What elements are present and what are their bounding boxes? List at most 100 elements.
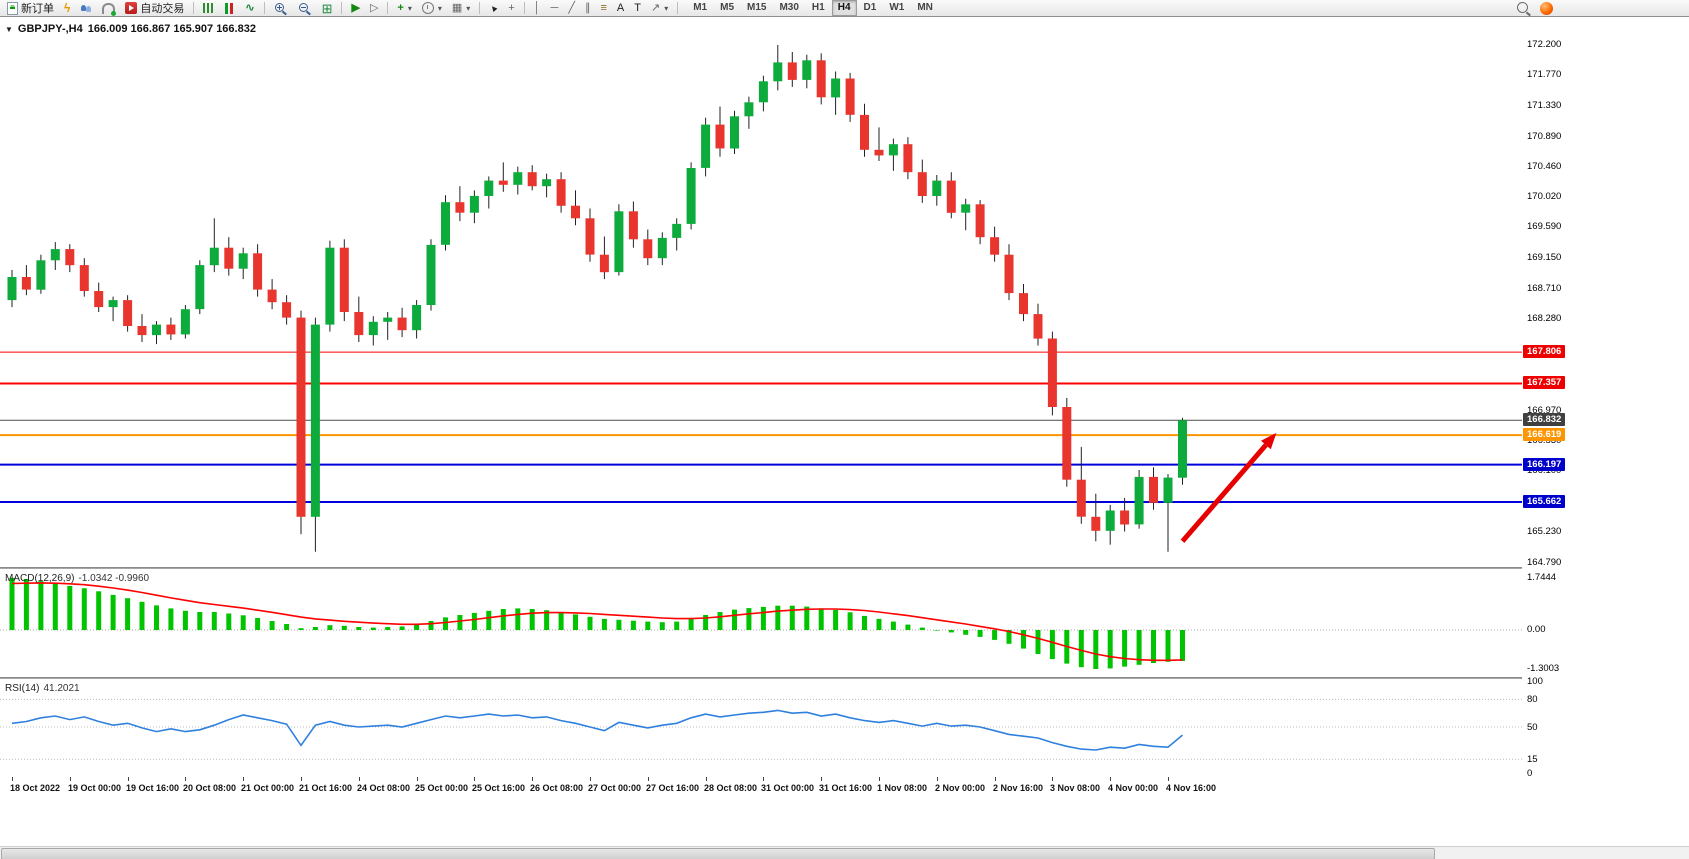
rsi-scale-label: 100 [1527, 676, 1543, 687]
text-icon: A [616, 1, 625, 14]
vertical-line-button[interactable]: │ [530, 1, 545, 16]
timeframe-button-MN[interactable]: MN [917, 2, 933, 13]
notification-badge[interactable] [1540, 1, 1553, 15]
label-icon: T [634, 1, 641, 14]
label-tool-button[interactable]: T [630, 1, 645, 16]
time-tick [706, 777, 707, 781]
macd-indicator-chart[interactable] [0, 569, 1522, 677]
tile-windows-button[interactable]: ⊞ [318, 1, 337, 16]
trendline-icon: ╱ [568, 1, 575, 14]
add-indicator-button[interactable]: + ▾ [393, 1, 415, 16]
rsi-indicator-chart[interactable] [0, 679, 1522, 777]
channel-button[interactable]: ∥ [581, 1, 595, 16]
timeframe-button-M15[interactable]: M15 [747, 2, 767, 13]
trendline-button[interactable]: ╱ [564, 1, 579, 16]
clock-icon [421, 2, 434, 14]
price-scale-label: 169.590 [1527, 221, 1562, 232]
new-order-button[interactable]: 新订单 [3, 1, 58, 16]
periods-button[interactable]: ▾ [418, 1, 446, 16]
time-axis-label: 2 Nov 16:00 [993, 783, 1044, 793]
time-tick [417, 777, 418, 781]
lightning-button[interactable]: ϟ [60, 1, 74, 16]
toolbar-separator [263, 2, 265, 14]
template-icon: ▦ [451, 1, 463, 14]
vertical-line-icon: │ [533, 1, 541, 14]
chevron-down-icon: ▾ [664, 3, 669, 13]
time-axis-label: 4 Nov 16:00 [1166, 783, 1217, 793]
time-axis-label: 27 Oct 00:00 [588, 783, 642, 793]
line-chart-button[interactable]: ∿ [241, 1, 258, 16]
crosshair-button[interactable]: + [504, 1, 518, 16]
arrow-tool-icon: ↗ [650, 1, 661, 14]
price-tag[interactable]: 166.619 [1523, 428, 1566, 441]
price-scale-label: 168.280 [1527, 313, 1562, 324]
toolbar-separator [387, 2, 389, 14]
new-order-label: 新订单 [21, 3, 54, 15]
fibonacci-icon: ≡ [600, 1, 607, 14]
trend-arrow[interactable] [1180, 432, 1277, 543]
time-axis[interactable]: 18 Oct 2022 19 Oct 00:00 19 Oct 16:00 20 Oc… [0, 777, 1689, 801]
candlestick-chart-icon [224, 2, 236, 14]
channel-icon: ∥ [584, 1, 591, 14]
time-axis-label: 27 Oct 16:00 [646, 783, 700, 793]
auto-trading-button[interactable]: 自动交易 [121, 1, 188, 16]
price-tag[interactable]: 165.662 [1523, 495, 1566, 508]
horizontal-line-button[interactable]: ─ [547, 1, 563, 16]
macd-scale-label: 0.00 [1527, 624, 1546, 635]
time-tick [359, 777, 360, 781]
community-button[interactable] [76, 1, 96, 16]
time-axis-label: 21 Oct 00:00 [241, 783, 295, 793]
auto-trading-icon [125, 2, 138, 14]
toolbar-separator [341, 2, 343, 14]
time-tick [532, 777, 533, 781]
lightning-icon: ϟ [64, 1, 71, 15]
chart-shift-button[interactable]: ▷ [366, 1, 382, 16]
price-tag[interactable]: 167.357 [1523, 376, 1566, 389]
time-tick [185, 777, 186, 781]
timeframe-button-M30[interactable]: M30 [779, 2, 799, 13]
zoom-out-icon [298, 3, 308, 12]
time-tick [821, 777, 822, 781]
rsi-value: 41.2021 [43, 683, 80, 694]
timeframe-button-H1[interactable]: H1 [811, 2, 825, 13]
rsi-name: RSI(14) [5, 683, 40, 694]
rsi-scale-label: 80 [1527, 694, 1538, 705]
main-toolbar: 新订单 ϟ 自动交易 ∿ ⊞ ▶ ▷ + ▾ [0, 0, 1689, 17]
candlestick-chart-button[interactable] [220, 1, 239, 16]
price-chart[interactable] [0, 17, 1522, 567]
symbol-period-label: GBPJPY-,H4 [17, 23, 83, 35]
templates-button[interactable]: ▦ ▾ [448, 1, 474, 16]
price-scale[interactable]: 172.200 171.770 171.330 170.890 170.460 170.0… [1522, 17, 1689, 779]
timeframe-button-H4[interactable]: H4 [831, 0, 857, 16]
timeframe-button-M5[interactable]: M5 [720, 2, 735, 13]
zoom-in-button[interactable] [270, 1, 292, 16]
time-tick [995, 777, 996, 781]
arrows-tool-button[interactable]: ↗ ▾ [647, 1, 672, 16]
headset-icon [102, 2, 117, 16]
auto-scroll-button[interactable]: ▶ [347, 1, 363, 16]
support-button[interactable] [98, 1, 119, 16]
window-separator[interactable] [0, 677, 1689, 679]
price-scale-label: 172.200 [1527, 39, 1562, 50]
chart-menu-icon[interactable]: ▼ [5, 24, 13, 34]
time-axis-label: 28 Oct 08:00 [704, 783, 758, 793]
window-separator[interactable] [0, 567, 1689, 569]
zoom-out-button[interactable] [294, 1, 316, 16]
price-tag[interactable]: 167.806 [1523, 345, 1566, 358]
ohlc-values: 166.009 166.867 165.907 166.832 [87, 23, 256, 35]
fibonacci-button[interactable]: ≡ [596, 1, 610, 16]
horizontal-scrollbar[interactable] [0, 846, 1689, 859]
toolbar-separator [677, 2, 679, 14]
rsi-scale-label: 0 [1527, 768, 1533, 779]
text-tool-button[interactable]: A [613, 1, 628, 16]
price-tag[interactable]: 166.832 [1523, 413, 1566, 426]
price-tag[interactable]: 166.197 [1523, 458, 1566, 471]
timeframe-button-M1[interactable]: M1 [693, 2, 708, 13]
timeframe-button-W1[interactable]: W1 [889, 2, 905, 13]
time-tick [937, 777, 938, 781]
scrollbar-thumb[interactable] [1, 848, 1435, 859]
search-icon[interactable] [1517, 2, 1528, 13]
cursor-button[interactable]: ▲ [485, 1, 502, 16]
bar-chart-button[interactable] [199, 1, 218, 16]
timeframe-button-D1[interactable]: D1 [863, 2, 877, 13]
